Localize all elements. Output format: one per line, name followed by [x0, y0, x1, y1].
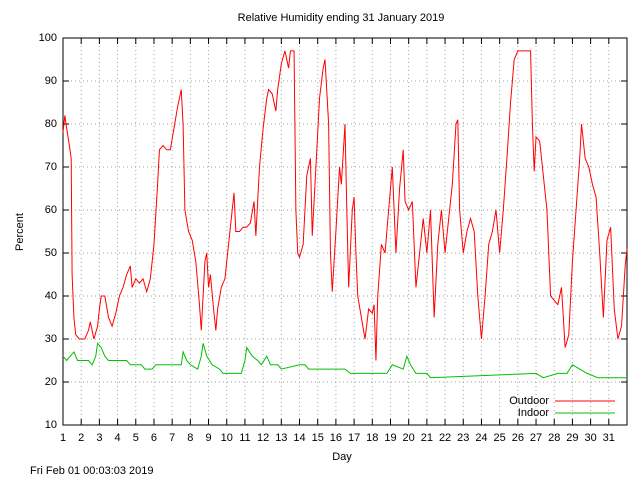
y-tick-label: 80	[45, 118, 57, 130]
x-tick-label: 21	[421, 432, 433, 444]
y-tick-label: 40	[45, 290, 57, 302]
x-tick-label: 13	[275, 432, 287, 444]
x-tick-label: 8	[187, 432, 193, 444]
x-tick-label: 23	[457, 432, 469, 444]
x-tick-label: 30	[584, 432, 596, 444]
x-tick-label: 15	[312, 432, 324, 444]
x-tick-label: 31	[603, 432, 615, 444]
y-tick-label: 50	[45, 247, 57, 259]
x-tick-label: 22	[439, 432, 451, 444]
y-tick-label: 10	[45, 419, 57, 431]
footer-timestamp: Fri Feb 01 00:03:03 2019	[30, 465, 154, 477]
x-tick-label: 7	[169, 432, 175, 444]
data-line	[62, 342, 627, 379]
x-tick-label: 25	[494, 432, 506, 444]
chart-title: Relative Humidity ending 31 January 2019	[238, 12, 445, 24]
x-tick-label: 27	[530, 432, 542, 444]
y-tick-label: 20	[45, 376, 57, 388]
x-tick-label: 2	[78, 432, 84, 444]
x-tick-label: 24	[475, 432, 487, 444]
x-tick-label: 11	[239, 432, 250, 444]
y-tick-label: 30	[45, 333, 57, 345]
legend-label: Indoor	[518, 407, 550, 419]
y-axis-label: Percent	[14, 213, 26, 251]
y-tick-label: 90	[45, 75, 57, 87]
legend-label: Outdoor	[509, 395, 549, 407]
x-tick-label: 10	[221, 432, 233, 444]
x-tick-label: 12	[257, 432, 269, 444]
x-tick-label: 3	[96, 432, 102, 444]
data-line	[62, 50, 628, 361]
x-tick-label: 29	[566, 432, 578, 444]
x-tick-label: 6	[151, 432, 157, 444]
x-tick-label: 19	[384, 432, 396, 444]
x-tick-label: 26	[512, 432, 524, 444]
x-tick-label: 28	[548, 432, 560, 444]
y-tick-label: 70	[45, 161, 57, 173]
plot-frame	[62, 37, 628, 426]
x-tick-label: 1	[60, 432, 66, 444]
x-tick-label: 17	[348, 432, 360, 444]
x-tick-label: 20	[403, 432, 415, 444]
x-tick-label: 5	[133, 432, 139, 444]
x-tick-label: 9	[205, 432, 211, 444]
x-tick-label: 16	[330, 432, 342, 444]
x-tick-label: 18	[366, 432, 378, 444]
x-axis-label: Day	[332, 451, 352, 463]
x-tick-label: 14	[293, 432, 305, 444]
y-tick-label: 60	[45, 204, 57, 216]
x-tick-label: 4	[115, 432, 121, 444]
y-tick-label: 100	[39, 32, 57, 44]
